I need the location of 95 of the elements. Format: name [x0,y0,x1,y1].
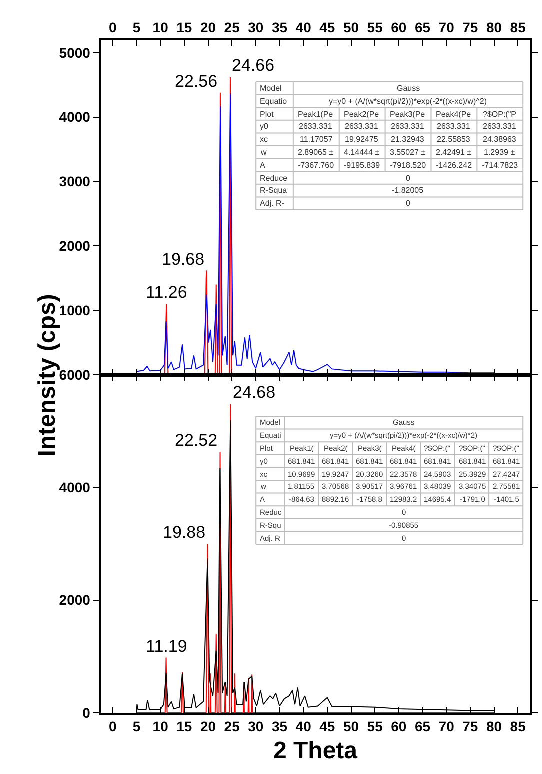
x-tick-label: 25 [224,718,240,735]
x-tick-label: 70 [438,718,455,735]
x-tick-label: 35 [272,20,288,36]
y-tick-label: 4000 [59,480,91,496]
annotation: 2.89065 ± [298,148,334,157]
x-axis-title: 2 Theta [273,737,358,764]
annotation: Reduce [260,174,288,183]
x-tick-label: 85 [510,718,526,735]
x-tick-label: 80 [486,20,502,36]
x-tick-label: 0 [109,20,118,36]
annotation: 24.38963 [483,135,517,144]
annotation: Peak4(Pe [436,110,472,119]
x-tick-label: 65 [414,20,431,36]
annotation: Peak3(Pe [390,110,426,119]
x-tick-label: 80 [486,718,502,735]
y-tick-label: 5000 [59,44,91,61]
annotation: Adj. R- [260,199,285,208]
annotation: -1426.242 [436,161,473,170]
x-tick-label: 10 [152,20,169,36]
x-tick-label: 75 [462,20,478,36]
annotation: -714.7823 [482,161,519,170]
annotation: w [260,148,267,157]
annotation: 11.17057 [300,135,334,144]
annotation: 11.19 [146,637,188,656]
annotation: Peak1(Pe [298,110,334,119]
x-tick-label: 55 [367,718,384,735]
annotation: 2633.331 [299,122,333,131]
annotation: -9195.839 [344,161,381,170]
annotation: Peak2(Pe [344,110,380,119]
annotation: 2633.331 [345,122,379,131]
x-tick-label: 40 [296,718,312,735]
x-tick-label: 50 [343,20,360,36]
annotation: R-Squa [260,186,288,195]
annotation: 19.68 [162,250,205,269]
annotation: A [260,161,266,170]
annotation: Equatio [260,97,288,106]
x-tick-label: 20 [200,718,216,735]
x-tick-label: 30 [248,20,264,36]
annotation: 24.68 [233,383,276,402]
annotation: Gauss [397,84,420,93]
x-tick-label: 55 [367,20,384,36]
x-tick-label: 45 [320,20,336,36]
x-tick-label: 70 [438,20,455,36]
annotation: y0 [260,122,269,131]
annotation: Plot [260,110,275,119]
annotation: -7367.760 [298,161,335,170]
annotation: 0 [406,199,411,208]
annotation: xc [260,135,268,144]
annotation: 2.42491 ± [436,148,472,157]
x-tick-label: 65 [414,718,431,735]
annotation: 1.2939 ± [484,148,516,157]
x-tick-label: 15 [176,718,192,735]
annotation: 2633.331 [483,122,517,131]
annotation: 2633.331 [437,122,471,131]
y-tick-label: 0 [82,704,91,721]
annotation: -7918.520 [390,161,427,170]
annotation: -1.82005 [392,186,424,195]
y-axis-title: Intensity (cps) [34,294,61,457]
annotation: 22.56 [175,72,218,91]
annotation: 2633.331 [391,122,425,131]
x-tick-label: 35 [272,718,288,735]
annotation: 19.92475 [345,135,379,144]
annotation: 0 [406,174,411,183]
x-tick-label: 25 [224,20,240,36]
annotation: y=y0 + (A/(w*sqrt(pi/2)))*exp(-2*((x-xc)/w)^2) [329,97,488,106]
y-tick-label: 1000 [59,302,91,318]
y-tick-label: 3000 [59,174,91,190]
annotation: 11.26 [146,283,188,302]
annotation: 3.55027 ± [390,148,426,157]
x-tick-label: 5 [132,20,141,36]
x-tick-label: 20 [200,20,216,36]
annotation: Model [260,84,282,93]
annotation: 4.14444 ± [344,148,380,157]
annotation: 22.52 [175,431,218,450]
x-tick-label: 50 [343,718,360,735]
x-tick-label: 40 [296,20,312,36]
annotation: 24.66 [232,56,275,75]
annotation: 22.55853 [437,135,471,144]
annotation: ?$OP:("P [483,110,517,119]
x-tick-label: 45 [320,718,336,735]
annotation: 19.88 [163,523,206,542]
x-tick-label: 60 [391,20,407,36]
x-tick-label: 75 [462,718,478,735]
x-tick-label: 60 [391,718,407,735]
y-tick-label: 2000 [59,592,91,608]
x-tick-label: 5 [132,718,141,735]
x-tick-label: 0 [109,718,118,735]
y-tick-label: 4000 [59,109,91,126]
y-tick-label: 6000 [59,366,91,383]
x-tick-label: 10 [152,718,169,735]
x-tick-label: 15 [176,20,192,36]
x-tick-label: 85 [510,20,526,36]
x-tick-label: 30 [248,718,264,735]
annotation: 21.32943 [391,135,425,144]
y-tick-label: 2000 [59,238,91,254]
